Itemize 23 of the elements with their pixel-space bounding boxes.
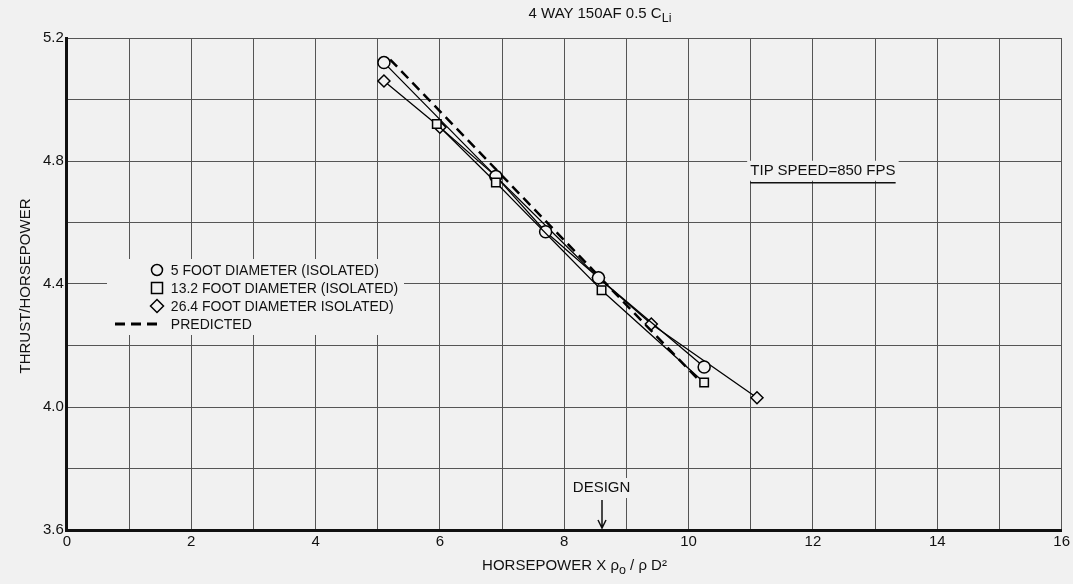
x-tick-label: 14 — [928, 532, 946, 550]
y-tick-label: 4.0 — [42, 397, 64, 415]
y-axis-title: THRUST/HORSEPOWER — [15, 198, 33, 374]
x-tick-label: 6 — [435, 532, 445, 550]
legend-label: 26.4 FOOT DIAMETER ISOLATED) — [170, 297, 394, 316]
x-tick-label: 12 — [804, 532, 822, 550]
legend-label: 13.2 FOOT DIAMETER (ISOLATED) — [170, 279, 399, 298]
x-axis-title: HORSEPOWER X ρ$_{o}$ / ρ D² — [481, 556, 668, 577]
x-tick-label: 0 — [62, 532, 72, 550]
y-tick-label: 3.6 — [42, 520, 64, 538]
x-tick-label: 8 — [560, 532, 569, 550]
y-tick-label: 5.2 — [42, 28, 64, 46]
legend-label: 5 FOOT DIAMETER (ISOLATED) — [170, 261, 379, 280]
y-tick-label: 4.8 — [42, 151, 64, 169]
chart-title: 4 WAY 150AF 0.5 C$_{Li}$ — [527, 4, 673, 25]
x-tick-label: 2 — [187, 532, 196, 550]
x-tick-label: 10 — [680, 532, 697, 550]
x-tick-label: 4 — [311, 532, 320, 550]
ref-line-label: DESIGN — [572, 478, 631, 496]
legend-label: PREDICTED — [170, 315, 252, 334]
annotation: TIP SPEED=850 FPS — [750, 160, 896, 178]
y-tick-label: 4.4 — [42, 274, 64, 292]
x-tick-label: 16 — [1053, 532, 1070, 550]
